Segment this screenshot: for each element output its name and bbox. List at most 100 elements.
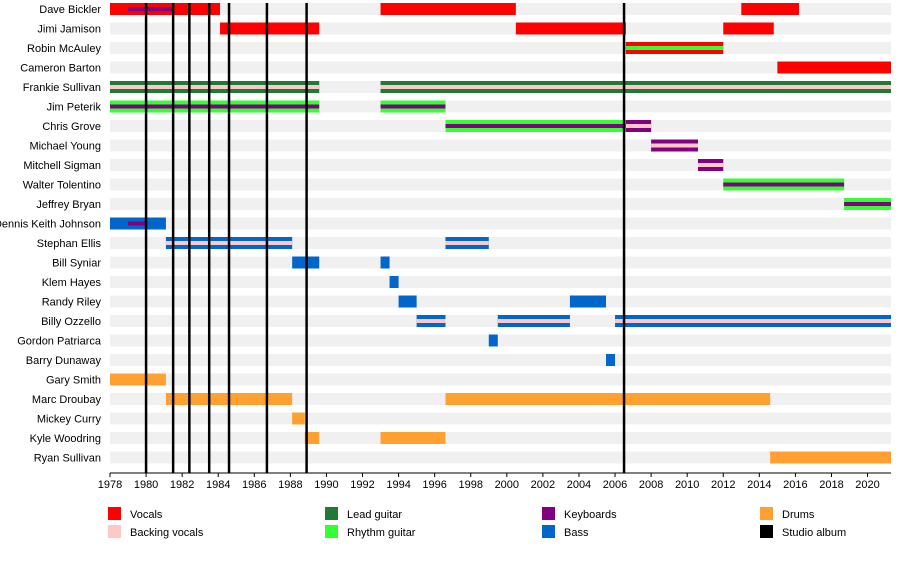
secondary-role-stripe-backing-vocals	[615, 319, 891, 323]
member-name: Mickey Curry	[37, 414, 102, 426]
secondary-role-stripe-keyboards	[844, 202, 891, 206]
x-tick-label: 1986	[242, 479, 266, 491]
member-name: Jimi Jamison	[37, 24, 101, 36]
row-stripe	[110, 354, 891, 366]
member-name: Cameron Barton	[20, 63, 101, 75]
secondary-role-stripe-rhythm-guitar	[625, 46, 724, 50]
secondary-role-stripe-backing-vocals	[416, 319, 446, 323]
member-name: Klem Hayes	[42, 277, 102, 289]
legend-label: Backing vocals	[130, 527, 204, 539]
member-name: Walter Tolentino	[23, 180, 101, 192]
member-name: Billy Ozzello	[41, 316, 101, 328]
row-stripe	[110, 451, 891, 464]
x-tick-label: 1982	[170, 479, 194, 491]
secondary-role-stripe-keyboards	[445, 124, 626, 128]
legend-label: Vocals	[130, 509, 163, 521]
secondary-role-stripe-backing-vocals	[651, 143, 699, 148]
x-tick-label: 1996	[422, 479, 446, 491]
row-stripe	[110, 295, 891, 308]
member-name: Robin McAuley	[27, 43, 101, 55]
member-name: Gordon Patriarca	[17, 336, 102, 348]
row-stripe	[110, 198, 891, 210]
membership-bar-bass	[488, 334, 498, 347]
legend: Vocals Backing vocals Lead guitar Rhythm gu…	[108, 507, 846, 539]
x-tick-label: 2004	[567, 479, 591, 491]
membership-bar-bass	[398, 295, 417, 308]
row-stripe	[110, 178, 891, 191]
legend-swatch-backing-vocals	[108, 525, 121, 538]
legend-label: Rhythm guitar	[347, 527, 416, 539]
secondary-role-stripe-keyboards	[110, 104, 320, 109]
member-name: Mitchell Sigman	[23, 160, 101, 172]
legend-label: Keyboards	[564, 509, 617, 521]
x-tick-label: 1988	[278, 479, 302, 491]
member-name: Michael Young	[29, 141, 101, 153]
secondary-role-stripe-keyboards	[128, 7, 174, 11]
x-tick-label: 1980	[134, 479, 158, 491]
x-tick-label: 2012	[711, 479, 735, 491]
x-tick-label: 1984	[206, 479, 230, 491]
legend-swatch-lead-guitar	[325, 507, 338, 520]
row-stripe	[110, 412, 891, 425]
row-stripe	[110, 139, 891, 152]
member-name: Chris Grove	[42, 121, 101, 133]
legend-label: Bass	[564, 527, 589, 539]
x-tick-label: 1992	[350, 479, 374, 491]
x-tick-label: 1994	[386, 479, 410, 491]
secondary-role-stripe-keyboards	[380, 104, 446, 109]
membership-bar-vocals	[515, 22, 626, 35]
secondary-role-stripe-backing-vocals	[380, 85, 891, 89]
legend-swatch-studio-album	[760, 525, 773, 538]
membership-bar-vocals	[777, 61, 891, 74]
member-name: Bill Syniar	[52, 258, 101, 270]
member-name: Dennis Keith Johnson	[0, 219, 101, 231]
membership-bar-drums	[304, 432, 320, 444]
secondary-role-stripe-backing-vocals	[497, 319, 570, 323]
legend-swatch-vocals	[108, 507, 121, 520]
member-name: Gary Smith	[46, 375, 101, 387]
membership-bar-drums	[770, 451, 891, 464]
x-tick-label: 1998	[458, 479, 482, 491]
member-name: Barry Dunaway	[26, 355, 102, 367]
x-tick-label: 2008	[639, 479, 663, 491]
x-axis: 1978 1980 1982 1984 1986 1988 1990 1992 1994 1996…	[98, 472, 891, 491]
x-tick-label: 1990	[314, 479, 338, 491]
secondary-role-stripe-keyboards	[723, 182, 845, 187]
membership-bar-bass	[380, 256, 390, 269]
membership-bar-bass	[389, 276, 399, 288]
legend-swatch-keyboards	[542, 507, 555, 520]
x-tick-label: 2014	[747, 479, 771, 491]
legend-swatch-drums	[760, 507, 773, 520]
membership-bar-vocals	[220, 22, 320, 35]
x-tick-label: 1978	[98, 479, 122, 491]
x-tick-label: 2000	[495, 479, 519, 491]
secondary-role-stripe-backing-vocals	[110, 85, 320, 89]
secondary-role-stripe-keyboards	[128, 221, 147, 226]
secondary-role-stripe-backing-vocals	[625, 124, 652, 128]
membership-bar-vocals	[380, 3, 516, 15]
membership-bar-vocals	[741, 3, 800, 15]
row-stripe	[110, 276, 891, 288]
membership-bar-drums	[445, 393, 771, 405]
legend-label: Lead guitar	[347, 509, 402, 521]
x-tick-label: 2020	[855, 479, 879, 491]
x-tick-label: 2016	[783, 479, 807, 491]
member-name: Dave Bickler	[39, 4, 101, 16]
member-name: Ryan Sullivan	[34, 453, 101, 465]
member-name: Jeffrey Bryan	[36, 199, 101, 211]
member-name: Stephan Ellis	[37, 238, 102, 250]
member-name: Jim Peterik	[47, 102, 102, 114]
x-tick-label: 2002	[531, 479, 555, 491]
row-stripe	[110, 42, 891, 54]
membership-bar-bass	[569, 295, 607, 308]
legend-swatch-bass	[542, 525, 555, 538]
x-tick-label: 2010	[675, 479, 699, 491]
row-stripe	[110, 159, 891, 171]
member-name: Kyle Woodring	[30, 433, 101, 445]
secondary-role-stripe-backing-vocals	[445, 241, 489, 245]
row-stripe	[110, 217, 891, 230]
member-name: Marc Droubay	[32, 394, 102, 406]
legend-label: Drums	[782, 509, 815, 521]
row-stripe	[110, 237, 891, 249]
row-stripe	[110, 334, 891, 347]
